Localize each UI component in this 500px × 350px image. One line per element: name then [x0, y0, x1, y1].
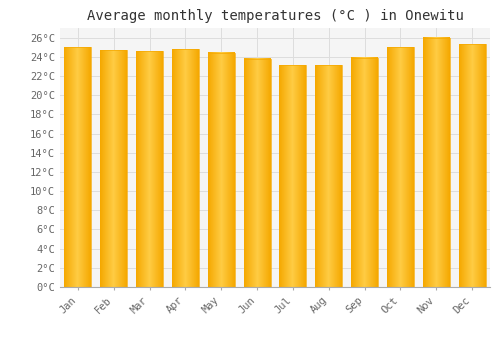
Bar [244, 59, 270, 287]
Title: Average monthly temperatures (°C ) in Onewitu: Average monthly temperatures (°C ) in On… [86, 9, 464, 23]
Bar [100, 50, 127, 287]
Bar [423, 37, 450, 287]
Bar [458, 44, 485, 287]
Bar [316, 65, 342, 287]
Bar [387, 47, 414, 287]
Bar [351, 58, 378, 287]
Bar [64, 47, 92, 287]
Bar [172, 49, 199, 287]
Bar [280, 65, 306, 287]
Bar [208, 53, 234, 287]
Bar [136, 51, 163, 287]
